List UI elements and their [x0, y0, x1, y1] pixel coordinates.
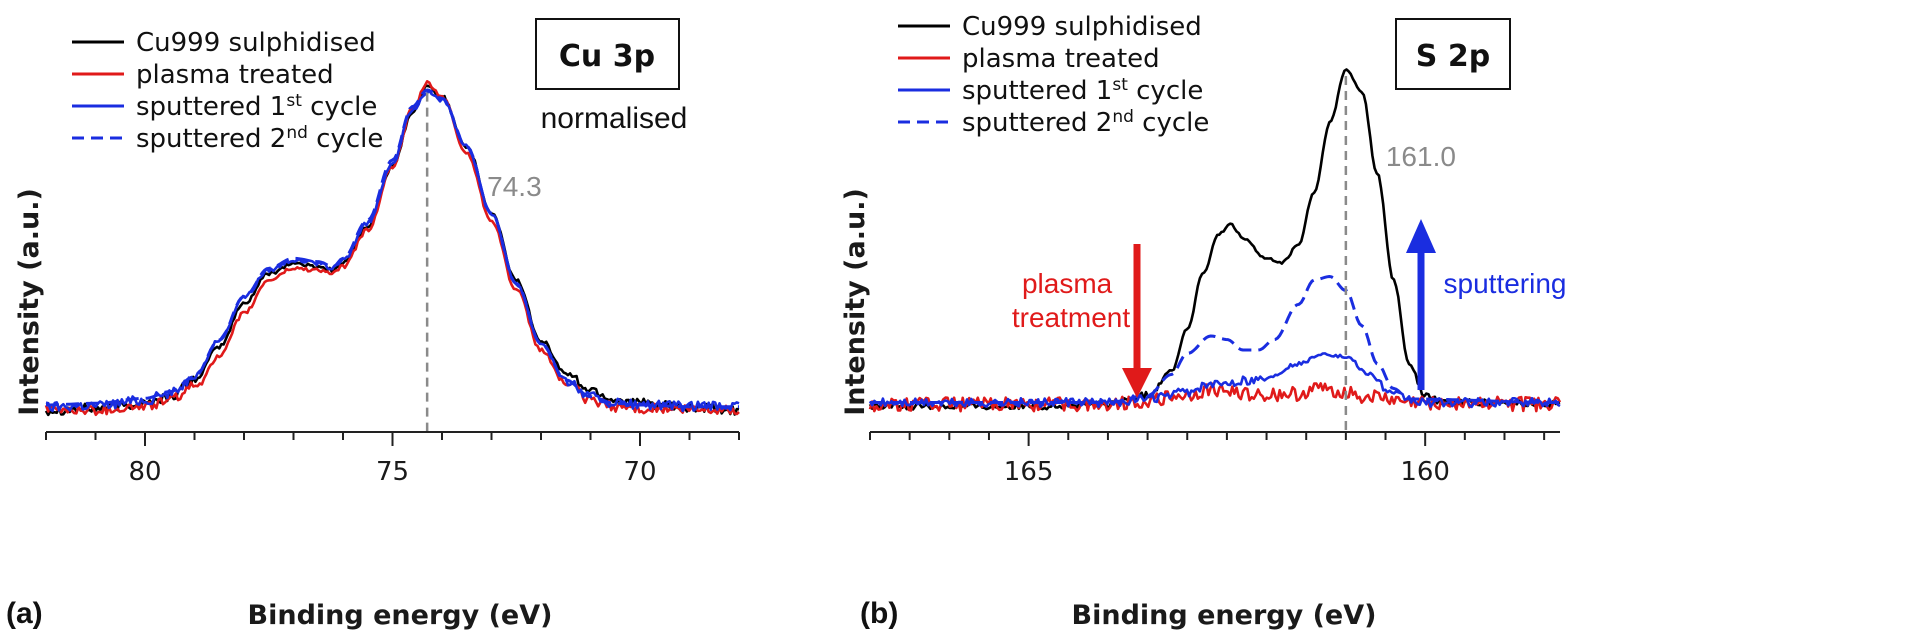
- series-line: [868, 68, 1561, 411]
- title-box: [535, 18, 680, 90]
- plasma-treatment-annotation: plasma treatment: [1012, 244, 1152, 398]
- series-line: [868, 352, 1561, 409]
- sputtering-label: sputtering: [1444, 268, 1567, 299]
- legend-label: sputtered 2nd cycle: [136, 123, 383, 154]
- legend-label: sputtered 1st cycle: [962, 75, 1203, 106]
- panel-label: (a): [6, 597, 43, 630]
- x-tick-label: 75: [376, 457, 409, 487]
- legend-label: plasma treated: [962, 44, 1160, 74]
- y-axis-label: Intensity (a.u.): [840, 188, 871, 416]
- x-axis-ticks: 165 160: [869, 432, 1546, 487]
- title-box: [1395, 18, 1511, 90]
- series-line: [870, 275, 1560, 404]
- legend-label: sputtered 2nd cycle: [962, 107, 1209, 138]
- y-axis-label: Intensity (a.u.): [14, 188, 45, 416]
- down-arrow-head-icon: [1122, 368, 1152, 398]
- legend-label: sputtered 1st cycle: [136, 91, 377, 122]
- x-tick-label: 160: [1400, 457, 1450, 487]
- x-axis-label: Binding energy (eV): [248, 600, 553, 631]
- plasma-treatment-label: plasma treatment: [1012, 268, 1130, 333]
- normalised-note: normalised: [541, 102, 688, 135]
- chart-title: Cu 3p: [559, 39, 655, 74]
- x-axis-label: Binding energy (eV): [1072, 600, 1377, 631]
- x-tick-label: 165: [1004, 457, 1054, 487]
- sputtering-annotation: sputtering: [1406, 219, 1566, 390]
- chart-title: S 2p: [1416, 39, 1490, 74]
- series-line: [46, 88, 739, 409]
- series-line: [868, 382, 1562, 413]
- series-line: [45, 89, 740, 413]
- peak-label: 161.0: [1386, 141, 1456, 172]
- up-arrow-head-icon: [1406, 219, 1436, 253]
- panel-b: Intensity (a.u.) 161.0 165 160 Binding en…: [840, 12, 1566, 631]
- legend-label: Cu999 sulphidised: [136, 28, 376, 58]
- peak-label: 74.3: [487, 171, 542, 202]
- panel-label: (b): [860, 597, 898, 630]
- x-tick-label: 70: [623, 457, 656, 487]
- x-tick-label: 80: [128, 457, 161, 487]
- series-group: [44, 80, 740, 417]
- series-line: [44, 80, 740, 417]
- x-axis-ticks: 80 75 70: [45, 432, 740, 487]
- series-group: [868, 68, 1562, 413]
- panel-a: Intensity (a.u.) 74.3 80 75 70 Binding ene…: [6, 18, 740, 631]
- legend-label: Cu999 sulphidised: [962, 12, 1202, 42]
- legend-label: plasma treated: [136, 60, 334, 90]
